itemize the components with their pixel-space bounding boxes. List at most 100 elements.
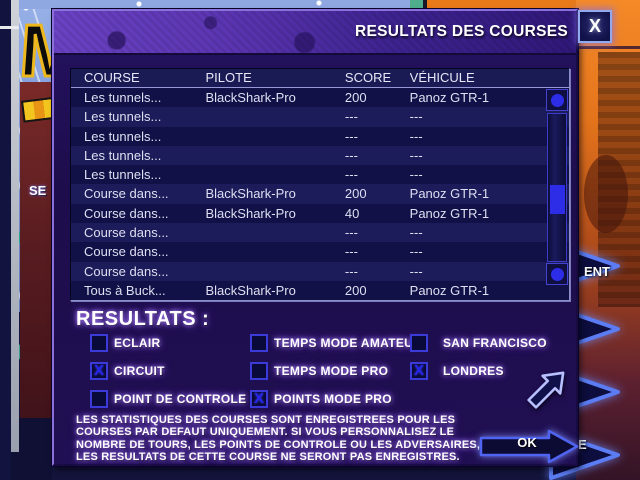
table-row[interactable]: Course dans... BlackShark-Pro 40 Panoz G… <box>71 203 569 224</box>
table-row[interactable]: Les tunnels... --- --- <box>71 126 569 146</box>
cell-course: Course dans... <box>84 186 169 202</box>
background-divider-line <box>423 0 427 9</box>
cell-pilote <box>206 262 345 281</box>
ok-button[interactable] <box>479 428 580 465</box>
column-header-vehicule: VÉHICULE <box>409 70 475 85</box>
checkbox-label: POINT DE CONTROLE <box>114 392 247 406</box>
cell-pilote: BlackShark-Pro <box>205 90 296 105</box>
table-row[interactable]: Course dans... BlackShark-Pro 200 Panoz … <box>71 184 569 204</box>
table-row[interactable]: Les tunnels... --- --- <box>71 145 569 166</box>
check-mark-icon: X <box>253 390 264 407</box>
table-row[interactable]: Course dans... --- --- <box>71 223 569 243</box>
background-orange-strip <box>427 0 578 9</box>
background-gray-bar <box>11 0 19 452</box>
checkbox[interactable] <box>250 334 268 352</box>
background-right-line <box>576 46 640 49</box>
table-row[interactable]: Course dans... --- --- <box>71 242 569 262</box>
checkbox[interactable] <box>90 334 108 352</box>
background-bottom-strip <box>52 466 576 480</box>
cell-vehicule: --- <box>409 225 423 241</box>
menu-arrow-label-1: ENT <box>584 264 610 279</box>
checkbox-label: TEMPS MODE AMATEUR <box>274 336 423 350</box>
cell-score: --- <box>344 263 358 279</box>
check-mark-icon: X <box>413 362 424 379</box>
cell-score: 200 <box>344 186 367 202</box>
cell-course: Les tunnels... <box>84 128 162 144</box>
checkbox-label: POINTS MODE PRO <box>274 392 392 406</box>
cell-score: --- <box>344 225 358 241</box>
cell-score: 40 <box>344 205 360 221</box>
notice-line: NOMBRE DE TOURS, LES POINTS DE CONTROLE … <box>76 438 481 451</box>
cell-score: --- <box>344 147 358 163</box>
column-header-pilote: PILOTE <box>205 70 252 85</box>
ok-button-label[interactable]: OK <box>517 435 537 450</box>
table-body: Les tunnels... BlackShark-Pro 200 Panoz … <box>71 88 569 301</box>
cell-course: Course dans... <box>84 225 169 241</box>
cell-score: --- <box>344 128 358 144</box>
background-left-edge <box>0 0 11 480</box>
table-row[interactable]: Les tunnels... BlackShark-Pro 200 Panoz … <box>71 88 569 108</box>
checkbox[interactable]: X <box>410 362 428 380</box>
checkbox-label: SAN FRANCISCO <box>443 336 547 350</box>
dialog-header: RESULTATS DES COURSES <box>54 11 576 55</box>
notice-text: LES STATISTIQUES DES COURSES SONT ENREGI… <box>76 414 486 463</box>
cell-vehicule: Panoz GTR-1 <box>409 282 490 298</box>
check-mark-icon: X <box>93 362 104 379</box>
results-dialog: RESULTATS DES COURSES COURSE PILOTE SCOR… <box>52 9 580 466</box>
menu-arrow-label-4: E <box>578 437 587 452</box>
table-row[interactable]: Les tunnels... --- --- <box>71 165 569 185</box>
checkbox[interactable] <box>250 362 268 380</box>
checkbox-option[interactable]: X POINTS MODE PRO <box>250 390 422 408</box>
cell-course: Tous à Buck... <box>84 282 166 298</box>
checkbox[interactable] <box>90 390 108 408</box>
dialog-title: RESULTATS DES COURSES <box>355 23 568 40</box>
notice-line: LES RESULTATS DE CETTE COURSE NE SERONT … <box>76 450 460 463</box>
table-row[interactable]: Course dans... --- --- <box>71 261 569 281</box>
cell-pilote: BlackShark-Pro <box>205 282 296 298</box>
cell-course: Course dans... <box>84 205 169 221</box>
notice-line: LES STATISTIQUES DES COURSES SONT ENREGI… <box>76 414 456 426</box>
notice-line: COURSES PAR DEFAUT UNIQUEMENT. SI VOUS P… <box>76 426 455 439</box>
scrollbar-down-button[interactable] <box>546 263 568 285</box>
cell-vehicule: Panoz GTR-1 <box>409 90 490 105</box>
checkbox-label: CIRCUIT <box>114 364 165 378</box>
cell-pilote: BlackShark-Pro <box>205 186 296 202</box>
cell-vehicule: --- <box>409 147 423 163</box>
checkbox-option[interactable]: TEMPS MODE PRO <box>250 362 422 380</box>
table-row[interactable]: Les tunnels... --- --- <box>71 107 569 127</box>
cell-pilote <box>206 223 345 242</box>
table-row[interactable]: Tous à Buck... BlackShark-Pro 200 Panoz … <box>71 280 569 301</box>
checkbox-label: TEMPS MODE PRO <box>274 364 389 378</box>
checkbox-column-type-1: ECLAIR X CIRCUIT POINT DE CONTROLE <box>90 334 246 418</box>
checkbox[interactable] <box>410 334 428 352</box>
checkbox-option[interactable]: X CIRCUIT <box>90 362 246 380</box>
cell-pilote: BlackShark-Pro <box>205 205 296 221</box>
checkbox-option[interactable]: SAN FRANCISCO <box>410 334 547 352</box>
cell-pilote <box>206 165 345 184</box>
cell-score: --- <box>344 244 358 260</box>
checkbox-column-city: SAN FRANCISCO X LONDRES <box>410 334 547 390</box>
checkbox-option[interactable]: TEMPS MODE AMATEUR <box>250 334 422 352</box>
checkbox-option[interactable]: X LONDRES <box>410 362 547 380</box>
checkbox[interactable]: X <box>250 390 268 408</box>
cell-score: 200 <box>344 282 367 298</box>
background-blimp-shape <box>584 155 628 233</box>
cell-score: --- <box>344 167 358 183</box>
cell-score: 200 <box>344 90 367 105</box>
checkbox-option[interactable]: ECLAIR <box>90 334 246 352</box>
checkbox-option[interactable]: POINT DE CONTROLE <box>90 390 246 408</box>
column-header-course: COURSE <box>84 70 140 85</box>
cell-course: Les tunnels... <box>84 109 162 125</box>
checkbox[interactable]: X <box>90 362 108 380</box>
cell-vehicule: --- <box>409 128 423 144</box>
scroll-down-icon <box>550 267 564 281</box>
cell-vehicule: --- <box>409 263 423 279</box>
cell-vehicule: --- <box>409 167 423 183</box>
cell-course: Les tunnels... <box>84 90 162 105</box>
cell-score: --- <box>344 109 358 125</box>
checkbox-label: ECLAIR <box>114 336 161 350</box>
scrollbar-thumb[interactable] <box>550 185 565 214</box>
column-header-score: SCORE <box>344 70 392 85</box>
close-button[interactable]: X <box>578 10 612 43</box>
scrollbar-up-button[interactable] <box>546 89 568 111</box>
